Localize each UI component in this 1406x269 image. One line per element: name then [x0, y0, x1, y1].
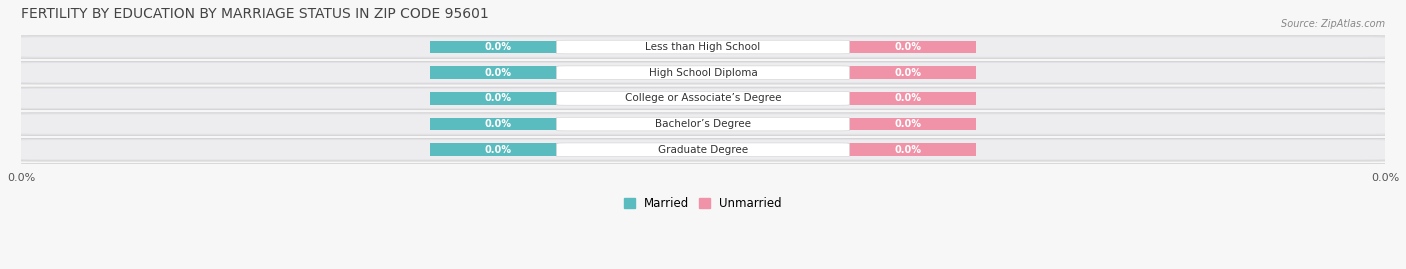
- FancyBboxPatch shape: [0, 87, 1406, 110]
- Text: 0.0%: 0.0%: [894, 119, 921, 129]
- FancyBboxPatch shape: [15, 63, 1391, 82]
- FancyBboxPatch shape: [0, 36, 1406, 58]
- Text: Less than High School: Less than High School: [645, 42, 761, 52]
- Text: 0.0%: 0.0%: [485, 42, 512, 52]
- FancyBboxPatch shape: [557, 91, 849, 105]
- Bar: [430, 92, 567, 105]
- Text: 0.0%: 0.0%: [894, 68, 921, 78]
- FancyBboxPatch shape: [0, 139, 1406, 161]
- Bar: [839, 66, 976, 79]
- FancyBboxPatch shape: [15, 114, 1391, 134]
- Text: 0.0%: 0.0%: [894, 145, 921, 155]
- Bar: [839, 41, 976, 54]
- Bar: [430, 118, 567, 130]
- Bar: [430, 66, 567, 79]
- Bar: [839, 118, 976, 130]
- Text: 0.0%: 0.0%: [485, 68, 512, 78]
- Text: 0.0%: 0.0%: [894, 93, 921, 103]
- Bar: [430, 143, 567, 156]
- FancyBboxPatch shape: [0, 61, 1406, 84]
- Text: Graduate Degree: Graduate Degree: [658, 145, 748, 155]
- Bar: [430, 41, 567, 54]
- Text: 0.0%: 0.0%: [485, 145, 512, 155]
- Text: Bachelor’s Degree: Bachelor’s Degree: [655, 119, 751, 129]
- FancyBboxPatch shape: [557, 66, 849, 80]
- FancyBboxPatch shape: [557, 117, 849, 131]
- Text: 0.0%: 0.0%: [894, 42, 921, 52]
- Bar: [839, 92, 976, 105]
- FancyBboxPatch shape: [15, 140, 1391, 160]
- Text: FERTILITY BY EDUCATION BY MARRIAGE STATUS IN ZIP CODE 95601: FERTILITY BY EDUCATION BY MARRIAGE STATU…: [21, 7, 489, 21]
- Text: Source: ZipAtlas.com: Source: ZipAtlas.com: [1281, 19, 1385, 29]
- FancyBboxPatch shape: [0, 113, 1406, 135]
- FancyBboxPatch shape: [557, 40, 849, 54]
- Text: High School Diploma: High School Diploma: [648, 68, 758, 78]
- Text: College or Associate’s Degree: College or Associate’s Degree: [624, 93, 782, 103]
- Legend: Married, Unmarried: Married, Unmarried: [620, 192, 786, 214]
- Bar: [839, 143, 976, 156]
- FancyBboxPatch shape: [15, 37, 1391, 57]
- FancyBboxPatch shape: [557, 143, 849, 157]
- FancyBboxPatch shape: [15, 89, 1391, 108]
- Text: 0.0%: 0.0%: [485, 93, 512, 103]
- Text: 0.0%: 0.0%: [485, 119, 512, 129]
